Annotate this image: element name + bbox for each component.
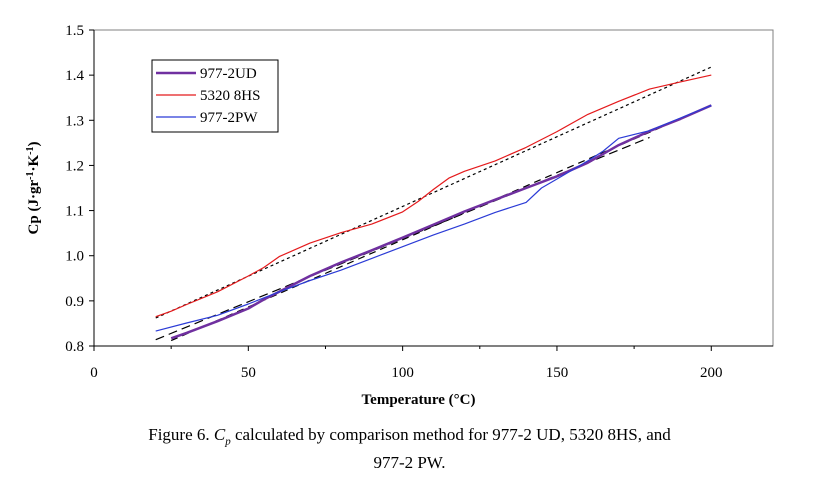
series-line-5320-8hs: [155, 74, 712, 318]
x-tick-label: 200: [700, 365, 723, 381]
series-line-977-2ud: [170, 104, 712, 340]
x-axis-title: Temperature (°C): [362, 392, 476, 408]
y-tick-label: 0.9: [65, 294, 84, 310]
chart: 0.8 0.9 1.0 1.1 1.2 1.3 1.4 1.5 0 50 100 150 200 Temp…: [25, 23, 774, 408]
y-tick-label: 1.2: [65, 158, 84, 174]
y-tick-label: 1.3: [65, 113, 84, 129]
caption-line-2: 977-2 PW.: [373, 453, 446, 473]
legend-label: 5320 8HS: [200, 88, 260, 104]
caption-line-1: Figure 6. Cp calculated by comparison me…: [0, 424, 819, 452]
series-line-977-2pw: [155, 104, 712, 332]
legend-label: 977-2PW: [200, 110, 258, 126]
series-lines: [155, 74, 712, 340]
x-tick-label: 150: [546, 365, 569, 381]
y-tick-label: 0.8: [65, 339, 84, 355]
caption-suffix: calculated by comparison method for 977-…: [230, 425, 671, 444]
caption-symbol: C: [213, 425, 226, 444]
y-tick-label: 1.0: [65, 249, 84, 265]
legend-label: 977-2UD: [200, 66, 257, 82]
y-tick-label: 1.1: [65, 204, 84, 220]
axes: 0.8 0.9 1.0 1.1 1.2 1.3 1.4 1.5 0 50 100 150 200 Temp…: [25, 23, 774, 408]
caption-subscript: p: [225, 435, 231, 448]
y-axis-title: Cp (J·gr-1·K-1): [25, 142, 43, 235]
y-tick-label: 1.5: [65, 23, 84, 39]
figure-caption: Figure 6. Cp calculated by comparison me…: [0, 424, 819, 473]
y-tick-label: 1.4: [65, 68, 84, 84]
x-tick-label: 100: [391, 365, 414, 381]
x-tick-label: 50: [241, 365, 256, 381]
caption-prefix: Figure 6.: [148, 425, 214, 444]
x-tick-label: 0: [90, 365, 98, 381]
legend: 977-2UD 5320 8HS 977-2PW: [151, 59, 279, 133]
